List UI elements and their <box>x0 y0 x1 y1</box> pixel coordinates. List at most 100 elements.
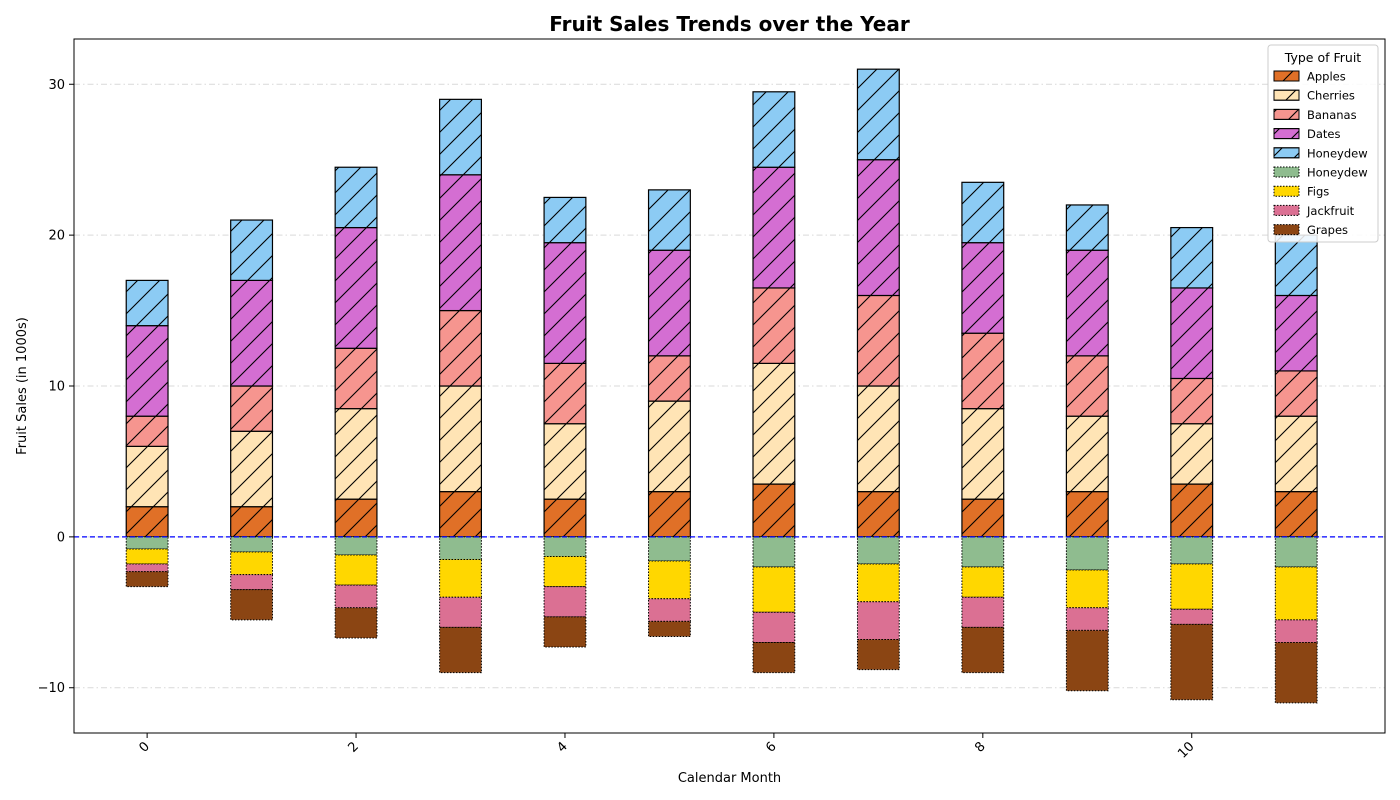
bar-jackfruit-neg <box>752 611 796 643</box>
x-tick-label: 4 <box>554 739 570 755</box>
bar-honeydew-neg <box>334 536 378 556</box>
bar-hatch-overlay <box>543 196 587 244</box>
bar-hatch-overlay <box>1065 415 1109 493</box>
bar-jackfruit-neg <box>1274 619 1318 643</box>
bar-hatch-overlay <box>752 287 796 364</box>
bar-honeydew-neg <box>1065 536 1109 571</box>
bar-figs-neg <box>648 560 691 600</box>
bar-hatch-overlay <box>961 242 1005 334</box>
x-axis-label: Calendar Month <box>678 771 781 786</box>
bar-hatch-overlay <box>543 423 587 500</box>
bar-grapes-neg <box>125 571 169 588</box>
bar-honeydew-neg <box>856 536 900 565</box>
legend-label: Figs <box>1307 185 1329 199</box>
bar-grapes-neg <box>961 626 1005 674</box>
chart-title: Fruit Sales Trends over the Year <box>549 12 910 36</box>
bar-hatch-overlay <box>230 219 274 281</box>
bar-hatch-overlay <box>125 506 169 538</box>
legend-swatch-hatch <box>1273 70 1300 82</box>
legend-label: Dates <box>1307 127 1340 141</box>
bar-grapes-neg <box>1065 629 1109 692</box>
bar-hatch-overlay <box>1274 234 1318 297</box>
bar-hatch-overlay <box>752 166 796 289</box>
bar-hatch-overlay <box>125 445 169 508</box>
bar-figs-neg <box>125 548 169 565</box>
bar-honeydew-neg <box>752 536 796 568</box>
bar-honeydew-neg <box>125 536 169 550</box>
bar-jackfruit-neg <box>1170 608 1214 625</box>
y-tick-label: 0 <box>57 530 65 545</box>
bar-hatch-overlay <box>230 506 274 538</box>
legend-swatch-hatch <box>1273 89 1300 101</box>
bars <box>125 68 1318 704</box>
legend: Type of Fruit Apples Cherries Bananas Dates… <box>1267 44 1379 243</box>
bar-hatch-overlay <box>856 294 900 387</box>
bar-grapes-neg <box>543 616 587 648</box>
bar-jackfruit-neg <box>961 596 1005 628</box>
legend-label: Cherries <box>1307 89 1355 103</box>
bar-hatch-overlay <box>856 491 900 538</box>
bar-grapes-neg <box>752 641 796 674</box>
bar-hatch-overlay <box>961 408 1005 500</box>
bar-grapes-neg <box>439 626 482 674</box>
bar-hatch-overlay <box>647 355 691 402</box>
bar-hatch-overlay <box>1170 483 1214 538</box>
legend-swatch <box>1273 166 1300 178</box>
bar-hatch-overlay <box>961 181 1005 244</box>
bar-grapes-neg <box>648 620 691 637</box>
x-tick-label: 10 <box>1175 739 1197 761</box>
y-tick-label: 30 <box>48 78 65 93</box>
legend-title: Type of Fruit <box>1284 50 1362 65</box>
bar-hatch-overlay <box>334 408 378 500</box>
bar-hatch-overlay <box>1065 249 1109 357</box>
legend-swatch <box>1273 224 1300 236</box>
bar-hatch-overlay <box>647 491 691 538</box>
bar-honeydew-neg <box>648 536 691 562</box>
bar-hatch-overlay <box>856 159 900 297</box>
legend-label: Apples <box>1307 70 1346 84</box>
bar-jackfruit-neg <box>230 574 273 591</box>
bar-jackfruit-neg <box>543 586 587 618</box>
bar-grapes-neg <box>1170 623 1214 701</box>
bar-hatch-overlay <box>1170 377 1214 425</box>
bar-hatch-overlay <box>856 68 900 161</box>
legend-label: Bananas <box>1307 108 1357 122</box>
bar-honeydew-neg <box>1274 536 1318 568</box>
bar-jackfruit-neg <box>648 598 691 622</box>
bar-figs-neg <box>1170 563 1214 610</box>
bar-hatch-overlay <box>961 498 1005 538</box>
legend-label: Honeydew <box>1307 146 1368 160</box>
bar-hatch-overlay <box>752 483 796 538</box>
legend-label: Honeydew <box>1307 166 1368 180</box>
bar-hatch-overlay <box>439 491 483 538</box>
bar-hatch-overlay <box>1065 491 1109 538</box>
bar-grapes-neg <box>230 589 273 621</box>
bar-honeydew-neg <box>230 536 273 553</box>
bar-hatch-overlay <box>334 347 378 410</box>
bar-jackfruit-neg <box>856 601 900 640</box>
bar-hatch-overlay <box>439 385 483 493</box>
bar-hatch-overlay <box>125 415 169 447</box>
bar-hatch-overlay <box>1274 415 1318 493</box>
y-axis-label: Fruit Sales (in 1000s) <box>15 317 30 455</box>
x-tick-label: 8 <box>972 739 988 755</box>
bar-figs-neg <box>1065 569 1109 609</box>
x-tick-label: 2 <box>345 739 361 755</box>
bar-grapes-neg <box>856 638 900 671</box>
bar-honeydew-neg <box>961 536 1005 568</box>
legend-swatch-hatch <box>1273 128 1300 140</box>
bar-hatch-overlay <box>334 498 378 538</box>
y-tick-label: 20 <box>48 229 65 244</box>
bar-hatch-overlay <box>125 279 169 327</box>
x-axis-ticks: 0 2 4 6 8 10 <box>136 733 1198 762</box>
legend-label: Grapes <box>1307 223 1348 237</box>
bar-hatch-overlay <box>439 309 483 387</box>
bar-hatch-overlay <box>125 325 169 417</box>
bar-hatch-overlay <box>752 362 796 485</box>
y-tick-label: 10 <box>48 380 65 395</box>
legend-swatch-hatch <box>1273 108 1300 120</box>
y-axis-ticks: −10 0 10 20 30 <box>38 78 74 696</box>
bar-figs-neg <box>752 566 796 613</box>
